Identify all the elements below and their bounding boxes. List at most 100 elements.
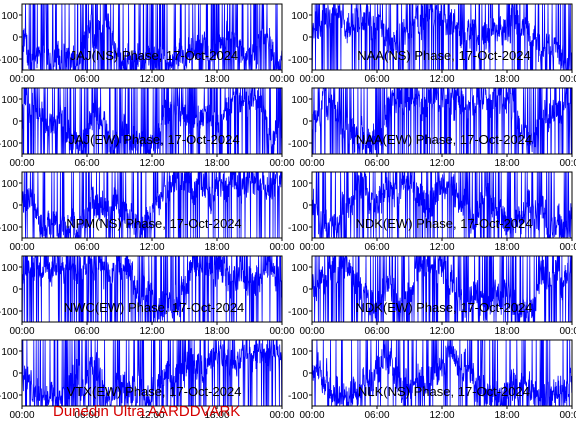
phase-trace xyxy=(22,340,282,406)
x-tick-label: 00:00 xyxy=(559,74,576,85)
x-tick-label: 00:00 xyxy=(269,410,294,421)
x-tick-label: 12:00 xyxy=(429,410,454,421)
y-tick-label: -100 xyxy=(0,55,18,66)
x-tick-label: 00:00 xyxy=(299,410,324,421)
x-tick-label: 18:00 xyxy=(494,74,519,85)
x-tick-label: 00:00 xyxy=(559,242,576,253)
y-tick-label: 0 xyxy=(302,117,308,128)
x-tick-label: 18:00 xyxy=(494,410,519,421)
y-tick-label: 100 xyxy=(291,11,308,22)
x-tick-label: 06:00 xyxy=(74,158,99,169)
y-tick-label: 0 xyxy=(12,369,18,380)
x-tick-label: 18:00 xyxy=(204,242,229,253)
x-tick-label: 00:00 xyxy=(559,410,576,421)
x-tick-label: 00:00 xyxy=(299,242,324,253)
chart-panel-1: 100 0 -100 00:00 06:00 12:00 18:00 00:00 JAJ(NS)… xyxy=(0,3,295,85)
panel-title: NAA(EW) Phase, 17-Oct-2024 xyxy=(356,132,532,147)
chart-panel-10: 100 0 -100 00:00 06:00 12:00 18:00 00:00 NLK(NS)… xyxy=(288,339,576,421)
y-tick-label: 0 xyxy=(302,33,308,44)
chart-panel-3: 100 0 -100 00:00 06:00 12:00 18:00 00:00 JAJ(EW)… xyxy=(0,87,295,169)
x-tick-label: 00:00 xyxy=(559,326,576,337)
x-tick-label: 12:00 xyxy=(139,410,164,421)
x-tick-label: 12:00 xyxy=(429,242,454,253)
x-tick-label: 18:00 xyxy=(494,326,519,337)
x-tick-label: 00:00 xyxy=(559,158,576,169)
y-tick-label: -100 xyxy=(0,391,18,402)
y-tick-label: 0 xyxy=(12,201,18,212)
x-tick-label: 18:00 xyxy=(494,158,519,169)
phase-trace xyxy=(312,4,572,70)
y-tick-label: -100 xyxy=(288,139,308,150)
chart-panel-7: 100 0 -100 00:00 06:00 12:00 18:00 00:00 NWC(EW)… xyxy=(0,255,295,337)
phase-trace xyxy=(312,88,572,154)
chart-panel-9: 100 0 -100 00:00 06:00 12:00 18:00 00:00 VTX(EW)… xyxy=(0,339,295,421)
x-tick-label: 06:00 xyxy=(364,242,389,253)
x-tick-label: 06:00 xyxy=(74,326,99,337)
x-tick-label: 00:00 xyxy=(269,326,294,337)
phase-trace xyxy=(312,340,572,406)
x-tick-label: 06:00 xyxy=(74,74,99,85)
y-tick-label: 0 xyxy=(302,369,308,380)
x-tick-label: 18:00 xyxy=(494,242,519,253)
phase-trace xyxy=(22,88,282,154)
x-tick-label: 12:00 xyxy=(429,326,454,337)
x-tick-label: 00:00 xyxy=(9,158,34,169)
panel-title: NLK(NS) Phase, 17-Oct-2024 xyxy=(358,384,530,399)
x-tick-label: 06:00 xyxy=(364,158,389,169)
x-tick-label: 18:00 xyxy=(204,410,229,421)
y-tick-label: -100 xyxy=(288,391,308,402)
y-tick-label: -100 xyxy=(0,307,18,318)
panel-title: NDK(EW) Phase, 17-Oct-2024 xyxy=(355,300,532,315)
x-tick-label: 00:00 xyxy=(299,74,324,85)
y-tick-label: 100 xyxy=(291,95,308,106)
x-tick-label: 00:00 xyxy=(9,242,34,253)
x-tick-label: 18:00 xyxy=(204,74,229,85)
x-tick-label: 12:00 xyxy=(429,158,454,169)
y-tick-label: 100 xyxy=(291,179,308,190)
y-tick-label: -100 xyxy=(0,139,18,150)
panel-title: NDK(EW) Phase, 17-Oct-2024 xyxy=(355,216,532,231)
y-tick-label: -100 xyxy=(288,55,308,66)
phase-trace xyxy=(312,256,572,322)
x-tick-label: 00:00 xyxy=(269,74,294,85)
y-tick-label: 0 xyxy=(12,285,18,296)
y-tick-label: 100 xyxy=(291,263,308,274)
chart-panel-2: 100 0 -100 00:00 06:00 12:00 18:00 00:00 NAA(NS)… xyxy=(288,3,576,85)
chart-panel-6: 100 0 -100 00:00 06:00 12:00 18:00 00:00 NDK(EW)… xyxy=(288,171,576,253)
y-tick-label: -100 xyxy=(288,307,308,318)
x-tick-label: 12:00 xyxy=(429,74,454,85)
x-tick-label: 12:00 xyxy=(139,158,164,169)
x-tick-label: 06:00 xyxy=(364,74,389,85)
phase-trace xyxy=(312,172,572,238)
panel-title: NAA(NS) Phase, 17-Oct-2024 xyxy=(357,48,530,63)
x-tick-label: 12:00 xyxy=(139,242,164,253)
y-tick-label: -100 xyxy=(0,223,18,234)
x-tick-label: 06:00 xyxy=(74,410,99,421)
y-tick-label: 100 xyxy=(1,347,18,358)
chart-panel-4: 100 0 -100 00:00 06:00 12:00 18:00 00:00 NAA(EW)… xyxy=(288,87,576,169)
y-tick-label: 0 xyxy=(302,201,308,212)
y-tick-label: 100 xyxy=(1,95,18,106)
phase-trace xyxy=(22,4,282,70)
y-tick-label: 100 xyxy=(1,11,18,22)
y-tick-label: 100 xyxy=(291,347,308,358)
chart-panel-8: 100 0 -100 00:00 06:00 12:00 18:00 00:00 NDK(EW)… xyxy=(288,255,576,337)
x-tick-label: 06:00 xyxy=(364,410,389,421)
x-tick-label: 06:00 xyxy=(74,242,99,253)
x-tick-label: 12:00 xyxy=(139,326,164,337)
x-tick-label: 06:00 xyxy=(364,326,389,337)
x-tick-label: 00:00 xyxy=(9,410,34,421)
y-tick-label: -100 xyxy=(288,223,308,234)
chart-panel-5: 100 0 -100 00:00 06:00 12:00 18:00 00:00 NPM(NS)… xyxy=(0,171,295,253)
panel-title: NWC(EW) Phase, 17-Oct-2024 xyxy=(64,300,245,315)
panel-title: JAJ(EW) Phase, 17-Oct-2024 xyxy=(68,132,239,147)
x-tick-label: 12:00 xyxy=(139,74,164,85)
y-tick-label: 0 xyxy=(302,285,308,296)
x-tick-label: 00:00 xyxy=(269,158,294,169)
phase-trace xyxy=(22,256,282,322)
phase-trace xyxy=(22,172,282,238)
panel-title: NPM(NS) Phase, 17-Oct-2024 xyxy=(66,216,242,231)
y-tick-label: 100 xyxy=(1,263,18,274)
x-tick-label: 00:00 xyxy=(299,326,324,337)
